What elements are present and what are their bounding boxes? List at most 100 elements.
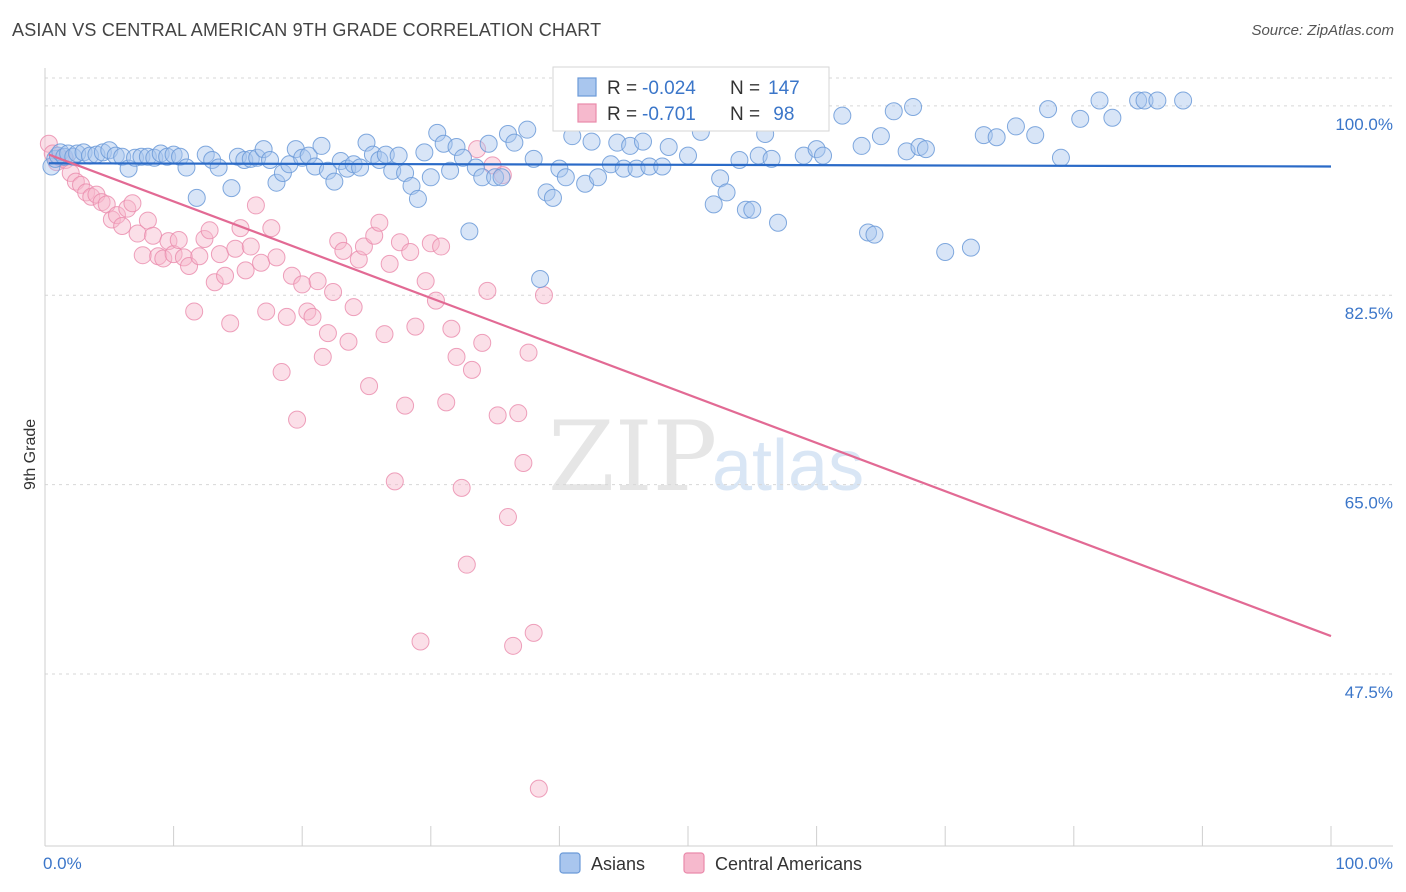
axes: [44, 68, 1393, 847]
asian-r-value: -0.024: [642, 78, 696, 99]
central-american-point: [226, 239, 245, 258]
central-r-value: -0.701: [642, 104, 696, 125]
asian-point: [492, 168, 511, 187]
stats-box: R = -0.024 N = 147 R = -0.701 N = 98: [552, 66, 830, 132]
asian-point: [531, 270, 550, 289]
central-n-value: 98: [768, 104, 794, 125]
y-tick-label: 82.5%: [1345, 304, 1393, 323]
central-american-point: [123, 194, 142, 213]
asian-point: [704, 195, 723, 214]
y-tick-label: 47.5%: [1345, 683, 1393, 702]
central-american-point: [195, 229, 214, 248]
central-american-point: [504, 636, 523, 655]
asian-point: [402, 176, 421, 195]
asian-point: [447, 137, 466, 156]
asian-point: [871, 127, 890, 146]
central-american-point: [144, 226, 163, 245]
asian-point: [1103, 108, 1122, 127]
asian-point: [762, 149, 781, 168]
central-american-point: [252, 253, 271, 272]
asian-point: [473, 168, 492, 187]
legend-swatch-asians: [559, 852, 581, 874]
asian-point: [518, 120, 537, 139]
central-american-point: [339, 332, 358, 351]
asian-point: [1039, 100, 1058, 119]
asian-point: [1129, 91, 1148, 110]
central-american-point: [375, 325, 394, 344]
central-american-point: [216, 266, 235, 285]
central-american-point: [416, 272, 435, 291]
central-american-point: [113, 216, 132, 235]
asian-point: [556, 168, 575, 187]
central-american-point: [401, 242, 420, 261]
asian-point: [325, 172, 344, 191]
asian-point: [479, 134, 498, 153]
asian-point: [126, 148, 145, 167]
central-american-point: [329, 232, 348, 251]
asian-point: [113, 147, 132, 166]
asian-point: [132, 147, 151, 166]
watermark: ZIP atlas: [548, 401, 864, 513]
asian-point: [543, 188, 562, 207]
central-american-point: [308, 272, 327, 291]
asian-n-value: 147: [768, 78, 800, 99]
central-r-label: R =: [607, 104, 637, 125]
asian-point: [1071, 109, 1090, 128]
asian-points: [42, 91, 1193, 289]
asian-point: [524, 149, 543, 168]
asian-point: [222, 179, 241, 198]
asian-point: [293, 148, 312, 167]
asian-point: [904, 97, 923, 116]
asian-r-label: R =: [607, 78, 637, 99]
central-american-point: [118, 199, 137, 218]
y-tick-label: 100.0%: [1335, 115, 1393, 134]
central-american-point: [272, 363, 291, 382]
asian-point: [807, 140, 826, 159]
asian-point: [177, 158, 196, 177]
chart-title: ASIAN VS CENTRAL AMERICAN 9TH GRADE CORR…: [12, 20, 602, 40]
central-american-point: [498, 508, 517, 527]
watermark-atlas: atlas: [712, 426, 864, 506]
asian-point: [833, 106, 852, 125]
asian-point: [743, 200, 762, 219]
central-american-point: [262, 219, 281, 238]
asian-point: [859, 223, 878, 242]
asian-point: [659, 137, 678, 156]
central-american-point: [360, 377, 379, 396]
asian-point: [505, 133, 524, 152]
central-american-point: [534, 286, 553, 305]
y-tick-label: 65.0%: [1345, 494, 1393, 513]
asian-point: [640, 157, 659, 176]
central-american-point: [442, 319, 461, 338]
central-american-point: [488, 406, 507, 425]
central-american-point: [154, 249, 173, 268]
asian-point: [653, 157, 672, 176]
central-american-point: [468, 140, 487, 159]
central-american-point: [205, 273, 224, 292]
asian-point: [987, 128, 1006, 147]
asian-point: [209, 158, 228, 177]
central-american-point: [478, 281, 497, 300]
central-american-point: [108, 206, 127, 225]
asian-point: [158, 147, 177, 166]
asian-point: [318, 161, 337, 180]
central-american-trend-line: [48, 153, 1332, 638]
central-n-label: N =: [730, 104, 760, 125]
central-american-point: [241, 237, 260, 256]
central-american-point: [210, 245, 229, 264]
asian-point: [187, 188, 206, 207]
central-american-point: [293, 275, 312, 294]
central-american-point: [277, 307, 296, 326]
asian-point: [389, 146, 408, 165]
central-american-point: [190, 247, 209, 266]
asian-point: [428, 123, 447, 142]
central-american-point: [344, 298, 363, 317]
central-american-point: [133, 246, 152, 265]
asian-point: [357, 133, 376, 152]
central-american-point: [318, 324, 337, 343]
asian-point: [582, 132, 601, 151]
central-american-point: [128, 224, 147, 243]
asian-point: [916, 140, 935, 159]
central-american-points: [39, 134, 553, 798]
